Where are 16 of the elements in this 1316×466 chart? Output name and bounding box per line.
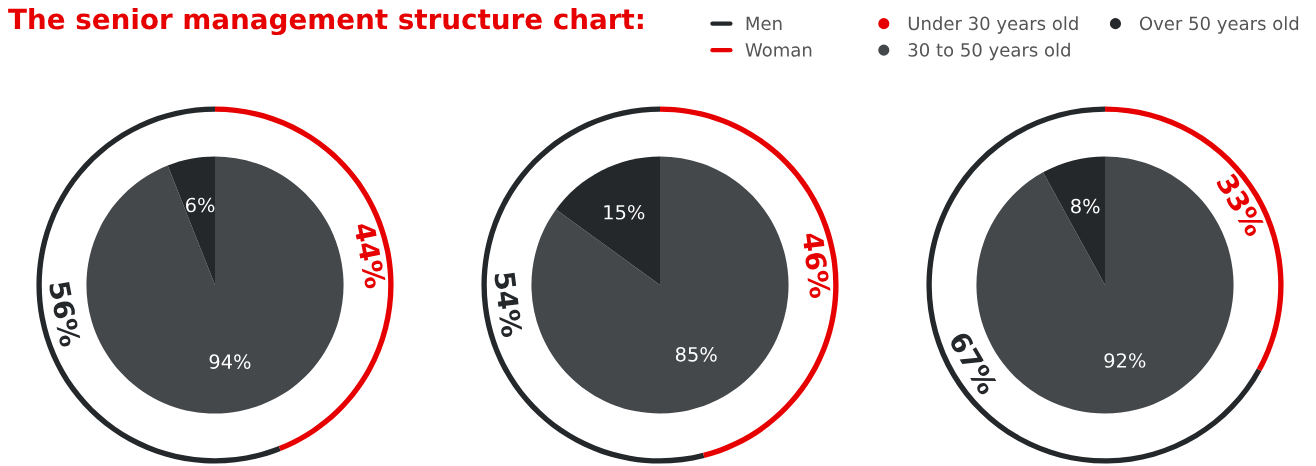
data-label: 6% (186, 197, 215, 213)
chart-title: The senior management structure chart: (8, 8, 643, 36)
data-label: 15% (604, 204, 645, 220)
data-label: 56% (48, 281, 82, 348)
data-label: 54% (493, 271, 523, 338)
data-label: 94% (209, 354, 251, 369)
legend-label: Woman (745, 43, 812, 57)
data-label: 92% (1104, 353, 1146, 368)
data-label: 46% (802, 232, 832, 299)
legend-label: Over 50 years old (1139, 16, 1299, 34)
data-label: 85% (675, 346, 717, 362)
legend-label: Men (746, 16, 782, 31)
data-label: 44% (353, 222, 387, 290)
legend-label: 30 to 50 years old (908, 42, 1070, 61)
data-label: 8% (1071, 198, 1100, 214)
legend-label: Under 30 years old (908, 16, 1078, 34)
